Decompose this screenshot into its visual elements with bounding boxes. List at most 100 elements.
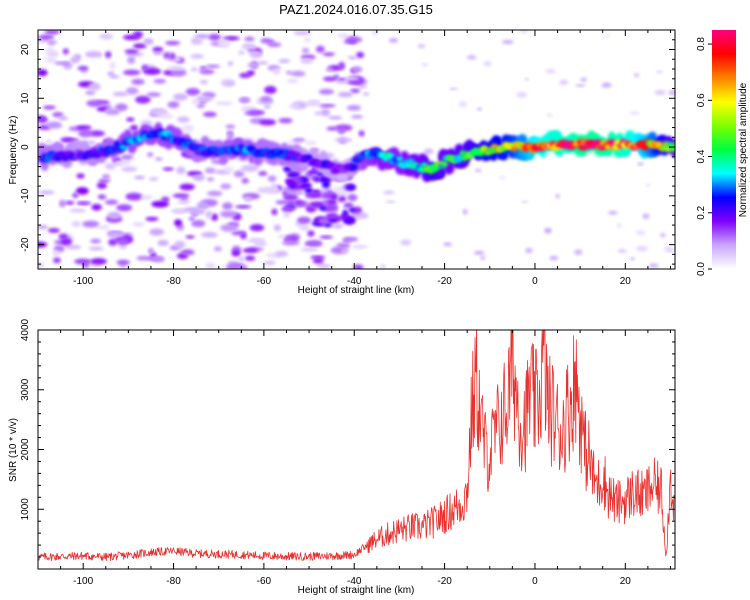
spectrogram-cell [99, 33, 113, 40]
spectrogram-cell [107, 71, 115, 76]
spectrogram-cell [247, 62, 260, 69]
spectrogram-cell [337, 91, 354, 98]
spectrogram-cell [342, 237, 351, 244]
x-tick-label: 0 [532, 576, 538, 587]
spectrogram-cell [205, 64, 221, 68]
spectrogram-cell [267, 175, 277, 182]
spectrogram-cell [134, 175, 146, 180]
spectrogram-cell [322, 52, 335, 57]
spectrogram-cell [243, 196, 253, 202]
spectrogram-cell [352, 206, 363, 214]
spectrogram-cell [342, 209, 349, 217]
spectrogram-cell [131, 78, 145, 85]
spectrogram-cell [112, 91, 129, 97]
spectrogram-cell [343, 40, 357, 44]
snr-panel: -100 -80 -60 -40 -20 0 20 1000 2000 3000 4000 Hei… [8, 318, 676, 596]
y-tick-label: 1000 [20, 498, 31, 521]
spectrogram-cell [271, 183, 278, 191]
spectrogram-cell [264, 104, 271, 109]
spectrogram-cell [380, 264, 386, 268]
spectrogram-cell [165, 40, 181, 46]
spectrogram-cell [343, 216, 356, 225]
spectrogram-cell [199, 66, 208, 70]
spectrogram-heatmap [38, 30, 675, 269]
spectrogram-cell [462, 209, 468, 215]
spectrogram-cell [294, 199, 304, 207]
spectrogram-cell [249, 224, 265, 232]
spectrogram-cell [90, 258, 107, 265]
spectrogram-cell [136, 255, 150, 261]
spectrogram-cell [642, 213, 650, 220]
spectrogram-cell [575, 84, 586, 87]
spectrogram-cell [225, 263, 243, 269]
spectrogram-cell [217, 39, 231, 48]
spectrogram-cell [58, 199, 66, 208]
spectrogram-cell [335, 80, 350, 85]
spectrogram-cell [634, 73, 640, 77]
spectrogram-cell [155, 157, 163, 161]
spectrogram-cell [604, 33, 611, 37]
spectrogram-cell [580, 77, 587, 82]
spectrogram-cell [98, 225, 110, 230]
spectrogram-cell [421, 63, 428, 67]
spectrogram-cell [145, 216, 159, 221]
spectrogram-cell [300, 57, 314, 64]
spectrogram-cell [278, 59, 291, 63]
spectrogram-cell [76, 173, 85, 179]
spectrogram-cell [474, 168, 482, 172]
x-tick-label: -80 [166, 576, 181, 587]
spectrogram-cell [133, 31, 143, 39]
spectrogram-cell [241, 43, 256, 50]
spectrogram-cell [153, 51, 162, 55]
spectrogram-cell [260, 96, 272, 103]
spectrogram-cell [169, 68, 187, 77]
spectrogram-cell [281, 240, 300, 246]
y-tick-label: -20 [20, 237, 31, 252]
spectrogram-cell [225, 81, 235, 86]
spectrogram-cell [663, 246, 673, 252]
spectrogram-cell [52, 250, 61, 256]
spectrogram-cell [283, 212, 291, 218]
spectrogram-cell [38, 262, 45, 268]
spectrogram-cell [635, 230, 646, 236]
spectrogram-cell [143, 38, 154, 45]
spectrogram-cell [46, 40, 58, 45]
spectrogram-cell [330, 193, 338, 201]
spectrogram-cell [272, 68, 281, 75]
y-tick-label: 3000 [20, 378, 31, 401]
spectrogram-cell [174, 240, 186, 249]
spectrogram-cell [42, 105, 56, 110]
spectrogram-cell [38, 225, 48, 229]
spectrogram-cell [188, 217, 195, 221]
spectrogram-cell [305, 140, 317, 146]
spectrogram-cell [226, 132, 234, 141]
spectrogram-cell [310, 255, 326, 259]
spectrogram-cell [264, 85, 277, 94]
spectrogram-cell [420, 162, 428, 168]
spectrogram-cell [347, 193, 358, 202]
spectrogram-cell [153, 78, 167, 84]
spectrogram-cell [385, 200, 396, 203]
x-tick-label: -20 [437, 576, 452, 587]
spectrogram-cell [477, 107, 482, 111]
spectrogram-cell [86, 99, 104, 107]
spectrogram-cell [545, 68, 557, 74]
spectrogram-cell [284, 178, 294, 184]
spectrogram-cell [441, 161, 449, 167]
snr-y-axis-label: SNR (10 * v/v) [8, 418, 19, 482]
spectrogram-cell [347, 55, 357, 60]
spectrogram-cell [52, 112, 64, 118]
spectrogram-cell [125, 192, 143, 201]
spectrogram-cell [199, 69, 215, 75]
spectrogram-cell [249, 50, 263, 59]
x-tick-label: 20 [620, 576, 632, 587]
spectrogram-cell [242, 248, 259, 253]
spectrogram-cell [515, 91, 527, 98]
spectrogram-cell [44, 57, 57, 63]
spectrogram-cell [146, 92, 162, 97]
spectrogram-cell [127, 56, 136, 65]
spectrogram-cell [502, 39, 514, 44]
spectrogram-cell [191, 219, 206, 228]
spectrogram-cell [259, 119, 276, 126]
